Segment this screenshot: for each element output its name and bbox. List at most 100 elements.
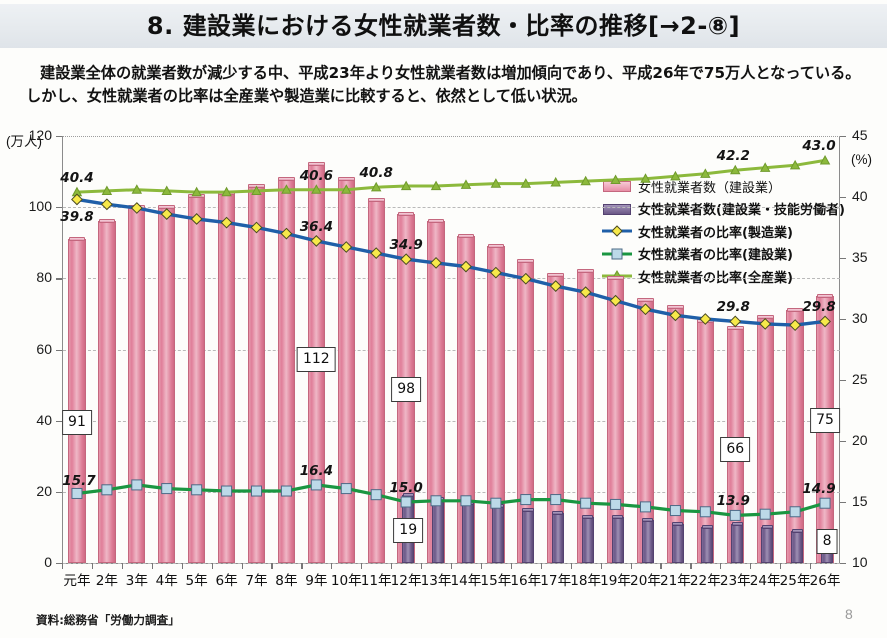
ratio-all-industries-marker xyxy=(460,179,472,189)
bar-skilled-female-workers xyxy=(551,511,564,563)
right-axis-tick xyxy=(840,319,846,321)
ratio-manufacturing-marker xyxy=(699,313,712,325)
x-axis-tick xyxy=(391,563,393,569)
bar-cap xyxy=(761,525,773,530)
x-axis-label: 13年 xyxy=(420,573,452,589)
ratio-all-industries-marker xyxy=(251,185,262,196)
x-axis-label: 9年 xyxy=(305,573,328,589)
x-axis-tick xyxy=(720,563,722,569)
bar-skilled-female-workers xyxy=(731,521,744,563)
bar-cap xyxy=(637,297,654,302)
x-axis-label: 15年 xyxy=(480,573,512,589)
bar-construction-female-workers xyxy=(756,315,774,563)
gridline xyxy=(63,207,840,209)
x-axis-label: 2年 xyxy=(95,573,118,589)
ratio-manufacturing-marker xyxy=(130,202,143,214)
ratio-all-industries-marker xyxy=(700,168,711,178)
x-axis-label: 6年 xyxy=(215,573,238,589)
x-axis-label: 8年 xyxy=(275,573,298,589)
bar-value-box: 8 xyxy=(816,529,838,554)
ratio-manufacturing-marker xyxy=(519,272,532,285)
bar-skilled-female-workers xyxy=(791,528,804,563)
right-axis-tick xyxy=(840,258,846,260)
x-axis-tick xyxy=(331,563,333,569)
bar-construction-female-workers xyxy=(457,233,475,563)
bar-skilled-female-workers xyxy=(761,525,774,563)
ratio-construction-marker xyxy=(310,479,322,491)
legend-label: 女性就業者数（建設業） xyxy=(638,180,782,196)
bar-skilled-female-workers xyxy=(701,525,714,563)
ratio-all-industries-marker xyxy=(311,184,322,194)
ratio-manufacturing-marker xyxy=(310,235,323,247)
bar-cap xyxy=(278,176,295,181)
ratio-construction-marker xyxy=(610,498,622,510)
bar-value-box: 66 xyxy=(720,437,751,462)
ratio-manufacturing-marker xyxy=(280,227,293,240)
bar-cap xyxy=(68,237,86,242)
ratio-manufacturing-marker xyxy=(789,319,802,332)
ratio-construction-marker xyxy=(490,497,502,509)
right-axis-tick-label: 30 xyxy=(852,310,868,326)
ratio-manufacturing-marker xyxy=(220,216,233,229)
ratio-all-industries-marker xyxy=(819,154,831,165)
page-subtitle: 建設業全体の就業者数が減少する中、平成23年より女性就業者数は増加傾向であり、平… xyxy=(26,64,861,105)
x-axis-tick xyxy=(750,563,752,569)
right-axis-unit: (%) xyxy=(851,152,872,167)
line-value-label: 14.9 xyxy=(802,481,836,498)
ratio-all-industries-marker xyxy=(730,164,741,175)
ratio-manufacturing-marker xyxy=(100,198,113,211)
legend-line-icon xyxy=(602,248,632,259)
left-axis-tick xyxy=(56,136,62,138)
bar-construction-female-workers xyxy=(636,297,655,563)
ratio-construction-marker xyxy=(580,497,592,509)
ratio-construction-marker xyxy=(131,479,143,491)
x-axis-tick xyxy=(241,563,243,569)
bar-cap xyxy=(457,233,475,238)
gridline xyxy=(63,349,840,351)
x-axis-tick xyxy=(151,563,153,569)
bar-construction-female-workers xyxy=(367,198,385,563)
bar-construction-female-workers xyxy=(337,176,355,563)
ratio-manufacturing-line xyxy=(76,197,826,327)
gridline xyxy=(63,491,840,493)
ratio-manufacturing-marker xyxy=(71,193,83,206)
ratio-all-industries-marker xyxy=(430,180,442,191)
x-axis-tick xyxy=(121,563,124,569)
bar-skilled-female-workers xyxy=(641,518,654,563)
x-axis-label: 22年 xyxy=(689,573,721,589)
x-axis-label: 19年 xyxy=(600,573,632,589)
x-axis-tick xyxy=(62,563,64,569)
right-axis-tick xyxy=(840,380,846,382)
legend-line-icon xyxy=(602,225,632,237)
bar-cap xyxy=(337,176,355,181)
ratio-all-industries-marker xyxy=(101,185,113,196)
ratio-construction-marker xyxy=(191,484,203,496)
ratio-construction-marker xyxy=(430,495,442,507)
ratio-all-industries-marker xyxy=(281,184,292,194)
x-axis-tick xyxy=(301,563,303,569)
left-axis-tick xyxy=(56,207,62,209)
x-axis-label: 5年 xyxy=(185,573,208,589)
gridline xyxy=(63,278,840,280)
line-value-label: 15.7 xyxy=(62,473,96,490)
ratio-construction-marker xyxy=(759,508,771,520)
x-axis-label: 3年 xyxy=(125,573,148,589)
ratio-all-industries-marker xyxy=(161,185,172,196)
x-axis-label: 元年 xyxy=(63,573,91,589)
x-axis-label: 16年 xyxy=(510,573,542,589)
left-axis-tick xyxy=(56,491,62,494)
ratio-manufacturing-marker xyxy=(759,317,772,330)
ratio-manufacturing-marker xyxy=(609,294,622,307)
ratio-construction-marker xyxy=(550,494,562,506)
ratio-all-industries-marker xyxy=(640,173,651,183)
ratio-manufacturing-marker xyxy=(190,213,203,225)
legend-item: 女性就業者の比率(製造業) xyxy=(600,221,850,241)
legend-label: 女性就業者の比率(製造業) xyxy=(638,225,793,241)
ratio-construction-marker xyxy=(370,489,382,501)
ratio-construction-marker xyxy=(280,485,292,497)
legend-label: 女性就業者の比率(全産業) xyxy=(638,270,793,286)
ratio-all-industries-marker xyxy=(670,170,681,181)
bar-value-box: 19 xyxy=(393,518,424,543)
x-axis-tick xyxy=(600,563,602,569)
